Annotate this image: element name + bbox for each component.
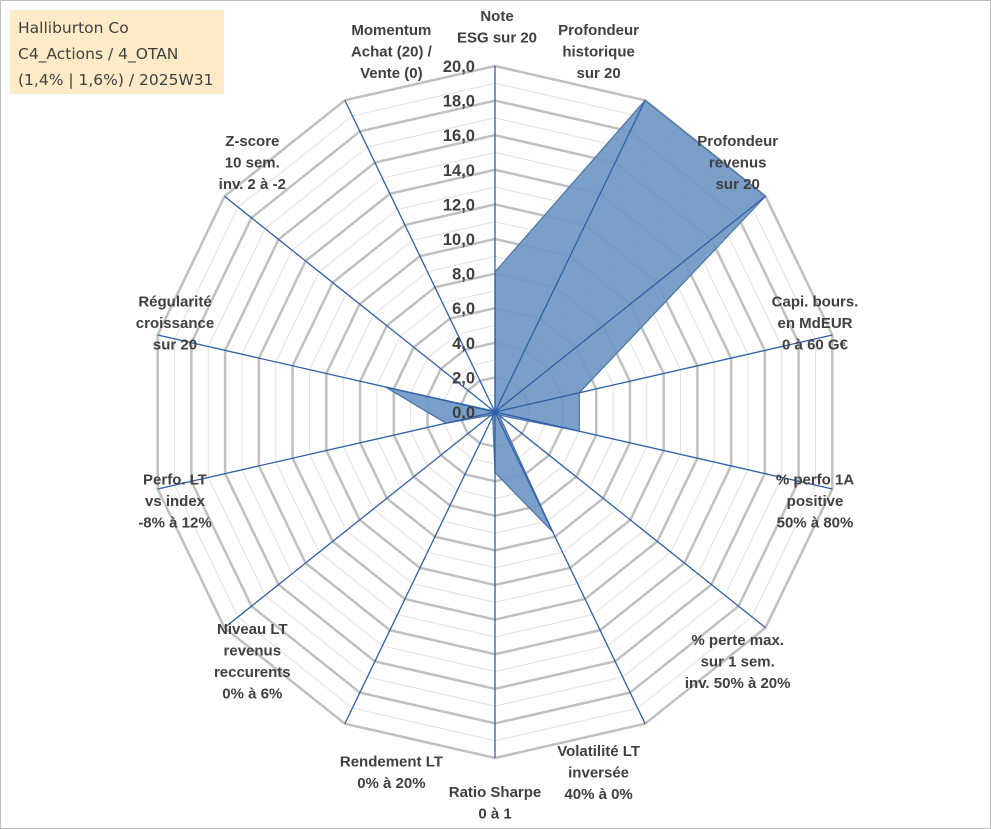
axis-spoke bbox=[157, 334, 496, 413]
axis-label-line: 50% à 80% bbox=[777, 515, 854, 532]
axis-label-line: sur 1 sem. bbox=[701, 653, 775, 670]
axis-label: Momentum Achat (20) / Vente (0) bbox=[351, 22, 433, 82]
axis-label-line: % perte max. bbox=[691, 632, 784, 649]
axis-label: Profondeur revenus sur 20 bbox=[697, 133, 778, 193]
axis-label: Rendement LT 0% à 20% bbox=[340, 754, 443, 793]
axis-label: Volatilité LT inversée 40% à 0% bbox=[557, 743, 640, 803]
tick-label: 14,0 bbox=[443, 162, 475, 180]
portfolio-name: C4_Actions / 4_OTAN bbox=[18, 45, 179, 63]
axis-label-line: en MdEUR bbox=[778, 315, 853, 332]
axis-spoke bbox=[344, 411, 496, 724]
axis-label-line: sur 20 bbox=[153, 337, 197, 354]
axis-label: Note ESG sur 20 bbox=[457, 8, 537, 47]
tick-label: 0,0 bbox=[452, 404, 475, 422]
axis-label-line: 40% à 0% bbox=[564, 786, 632, 803]
axis-label-line: 0 à 60 G€ bbox=[782, 337, 849, 354]
axis-spoke bbox=[494, 195, 766, 413]
axis-label-line: Perfo. LT bbox=[143, 472, 207, 489]
axis-label-line: vs index bbox=[145, 493, 206, 510]
axis-label-line: sur 20 bbox=[716, 176, 760, 193]
axis-label-line: 0 à 1 bbox=[478, 806, 511, 823]
axis-label: % perte max. sur 1 sem. inv. 50% à 20% bbox=[685, 632, 791, 692]
axis-label: % perfo 1A positive 50% à 80% bbox=[776, 472, 855, 532]
axis-spoke bbox=[344, 100, 496, 413]
tick-label: 6,0 bbox=[452, 300, 475, 318]
axis-spoke bbox=[224, 195, 496, 413]
axis-label-line: Vente (0) bbox=[360, 65, 423, 82]
axis-label-line: Rendement LT bbox=[340, 754, 443, 771]
axis-label-line: Profondeur bbox=[697, 133, 778, 150]
axis-spoke bbox=[494, 411, 766, 629]
tick-label: 4,0 bbox=[452, 335, 475, 353]
company-name: Halliburton Co bbox=[18, 19, 129, 37]
axis-spoke bbox=[224, 411, 496, 629]
axis-spoke bbox=[494, 334, 833, 413]
axis-label-line: sur 20 bbox=[576, 65, 620, 82]
axis-label-line: inv. 50% à 20% bbox=[685, 675, 791, 692]
axis-label-line: 10 sem. bbox=[225, 155, 280, 172]
axis-label-line: historique bbox=[562, 44, 635, 61]
axis-label-line: Z-score bbox=[225, 133, 279, 150]
axis-label: Niveau LT revenus reccurents 0% à 6% bbox=[214, 621, 291, 703]
axis-label-line: Achat (20) / bbox=[351, 44, 433, 61]
axis-label-line: positive bbox=[787, 493, 844, 510]
axis-label-line: Profondeur bbox=[558, 22, 639, 39]
tick-label: 18,0 bbox=[443, 93, 475, 111]
tick-label: 20,0 bbox=[443, 58, 475, 76]
axis-label-line: 0% à 20% bbox=[357, 775, 425, 792]
axis-label-line: ESG sur 20 bbox=[457, 30, 537, 47]
tick-label: 10,0 bbox=[443, 231, 475, 249]
axis-spoke bbox=[494, 100, 646, 413]
tick-label: 16,0 bbox=[443, 127, 475, 145]
axis-label-line: Ratio Sharpe bbox=[449, 784, 542, 801]
axis-label-line: Capi. bours. bbox=[772, 294, 859, 311]
axis-label: Profondeur historique sur 20 bbox=[558, 22, 639, 82]
axis-label-line: inversée bbox=[568, 764, 629, 781]
period-label: (1,4% | 1,6%) / 2025W31 bbox=[18, 71, 214, 89]
axis-label-line: 0% à 6% bbox=[222, 686, 282, 703]
tick-label: 8,0 bbox=[452, 266, 475, 284]
axis-label-line: revenus bbox=[709, 155, 767, 172]
axis-label-line: % perfo 1A bbox=[776, 472, 855, 489]
axis-label-line: Niveau LT bbox=[217, 621, 288, 638]
axis-label-line: Momentum bbox=[351, 22, 431, 39]
axis-label: Perfo. LT vs index -8% à 12% bbox=[138, 472, 211, 532]
axis-label-line: Régularité bbox=[138, 294, 211, 311]
axis-label: Capi. bours. en MdEUR 0 à 60 G€ bbox=[772, 294, 859, 354]
axis-label: Ratio Sharpe 0 à 1 bbox=[449, 784, 542, 823]
axis-label-line: croissance bbox=[136, 315, 214, 332]
axis-label-line: -8% à 12% bbox=[138, 515, 211, 532]
tick-label: 2,0 bbox=[452, 369, 475, 387]
axis-label-line: reccurents bbox=[214, 664, 291, 681]
axis-label-line: revenus bbox=[224, 643, 282, 660]
chart-title-box: Halliburton Co C4_Actions / 4_OTAN (1,4%… bbox=[10, 10, 224, 94]
axis-label: Z-score 10 sem. inv. 2 à -2 bbox=[219, 133, 286, 193]
axis-spoke bbox=[494, 411, 646, 724]
axis-label: Régularité croissance sur 20 bbox=[136, 294, 214, 354]
axis-spoke bbox=[157, 411, 496, 490]
tick-label: 12,0 bbox=[443, 196, 475, 214]
axis-spoke bbox=[494, 411, 833, 490]
axis-label-line: inv. 2 à -2 bbox=[219, 176, 286, 193]
axis-label-line: Volatilité LT bbox=[557, 743, 640, 760]
axis-label-line: Note bbox=[480, 8, 513, 25]
